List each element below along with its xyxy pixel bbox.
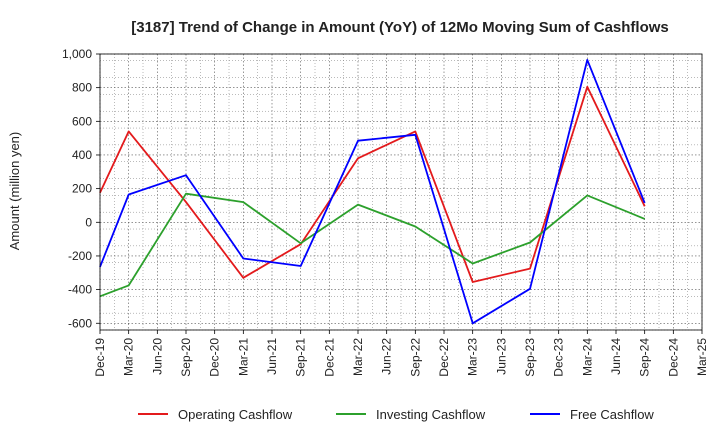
- x-tick-label: Jun-21: [265, 338, 279, 375]
- x-tick-label: Mar-25: [695, 338, 709, 376]
- x-tick-label: Dec-22: [437, 338, 451, 377]
- y-tick-label: -200: [68, 249, 92, 263]
- x-tick-label: Dec-24: [666, 338, 680, 377]
- x-tick-label: Dec-20: [208, 338, 222, 377]
- x-tick-label: Sep-22: [408, 338, 422, 377]
- y-tick-label: -400: [68, 283, 92, 297]
- x-tick-label: Jun-23: [494, 338, 508, 375]
- x-tick-label: Mar-24: [580, 338, 594, 376]
- y-tick-label: 400: [72, 148, 92, 162]
- grid: [99, 53, 703, 331]
- x-tick-label: Sep-21: [294, 338, 308, 377]
- chart-title: [3187] Trend of Change in Amount (YoY) o…: [131, 19, 669, 36]
- x-tick-label: Sep-24: [638, 338, 652, 377]
- series-line-1: [99, 85, 646, 283]
- y-tick-label: 1,000: [62, 47, 92, 61]
- legend-label: Free Cashflow: [570, 407, 654, 422]
- x-tick-label: Jun-20: [150, 338, 164, 375]
- y-tick-label: 0: [85, 215, 92, 229]
- y-tick-label: 800: [72, 81, 92, 95]
- x-tick-label: Jun-24: [609, 338, 623, 375]
- plot-frame: [99, 53, 703, 331]
- series-line-2: [99, 192, 646, 298]
- y-ticks: -600 -400 -200 0 200 400 600 800 1,000: [62, 47, 100, 330]
- x-tick-label: Dec-23: [552, 338, 566, 377]
- x-tick-label: Mar-22: [351, 338, 365, 376]
- y-axis-label: Amount (million yen): [7, 132, 22, 251]
- x-tick-label: Mar-23: [466, 338, 480, 376]
- legend-label: Investing Cashflow: [376, 407, 486, 422]
- legend: Operating Cashflow Investing Cashflow Free…: [138, 407, 654, 422]
- x-tick-label: Jun-22: [380, 338, 394, 375]
- y-tick-label: -600: [68, 316, 92, 330]
- x-tick-label: Mar-20: [122, 338, 136, 376]
- x-tick-label: Dec-19: [93, 338, 107, 377]
- x-tick-label: Sep-20: [179, 338, 193, 377]
- y-tick-label: 600: [72, 114, 92, 128]
- x-tick-label: Mar-21: [236, 338, 250, 376]
- x-tick-label: Sep-23: [523, 338, 537, 377]
- x-tick-label: Dec-21: [322, 338, 336, 377]
- y-tick-label: 200: [72, 182, 92, 196]
- legend-label: Operating Cashflow: [178, 407, 293, 422]
- series-line-3: [99, 59, 646, 325]
- x-ticks: Dec-19 Mar-20 Jun-20 Sep-20 Dec-20 Mar-21 Jun-…: [93, 330, 709, 377]
- series-lines: [99, 59, 646, 325]
